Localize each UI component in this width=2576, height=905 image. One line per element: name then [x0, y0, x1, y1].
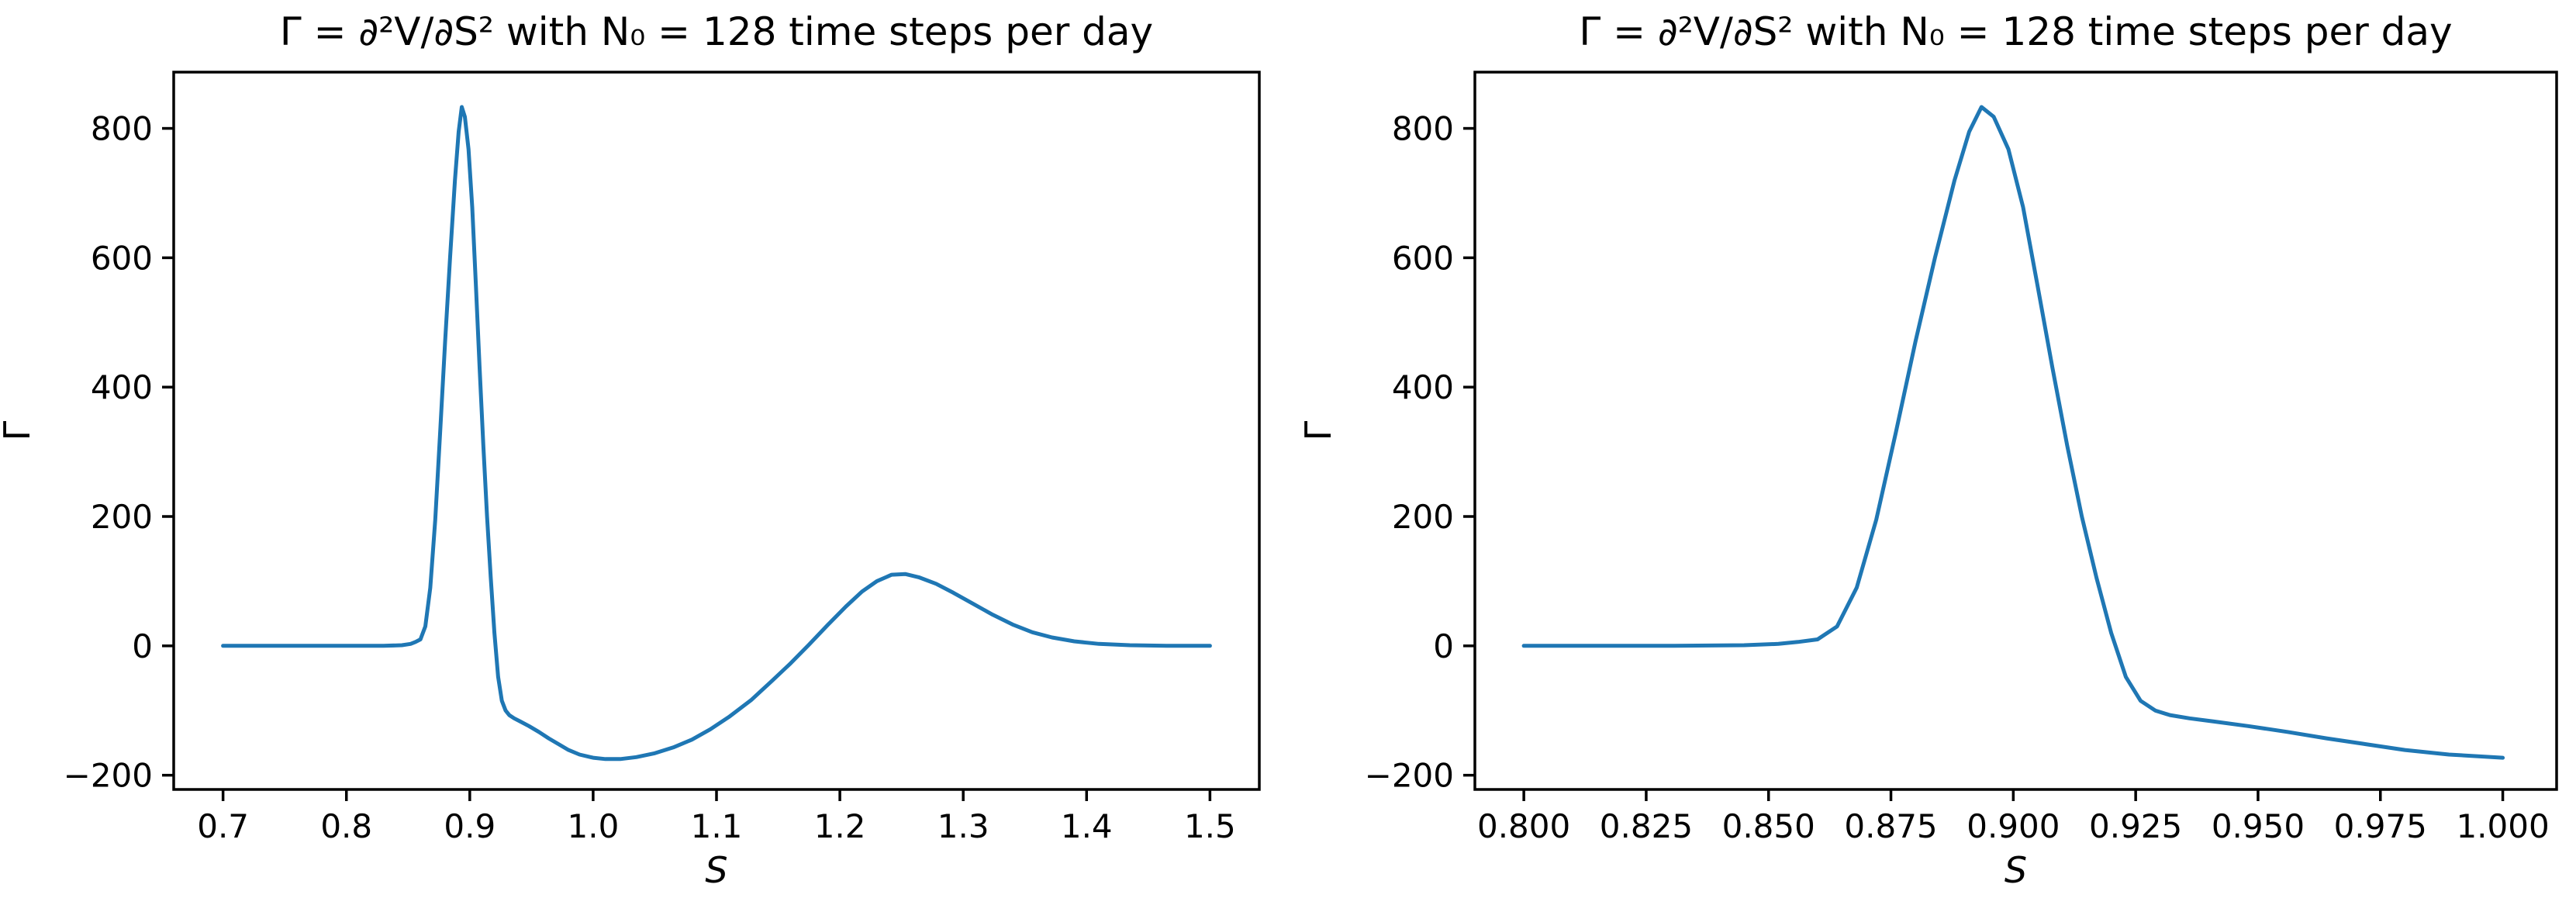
axes-frame	[1473, 71, 2558, 791]
x-tick-label: 1.000	[2456, 807, 2549, 845]
y-tick-label: 200	[1392, 498, 1454, 536]
x-tick-label: 1.1	[691, 807, 743, 845]
y-tick-label: 200	[91, 498, 153, 536]
chart-title: Γ = ∂²V/∂S² with N₀ = 128 time steps per…	[280, 9, 1153, 54]
x-tick-label: 0.8	[320, 807, 372, 845]
y-tick-label: 0	[1433, 627, 1454, 665]
y-tick-label: 800	[91, 110, 153, 148]
y-tick-label: −200	[1365, 757, 1454, 795]
axes-frame	[172, 71, 1261, 791]
x-tick-label: 1.5	[1184, 807, 1236, 845]
y-tick-label: 400	[1392, 368, 1454, 406]
x-tick-label: 0.9	[444, 807, 496, 845]
chart-title: Γ = ∂²V/∂S² with N₀ = 128 time steps per…	[1579, 9, 2452, 54]
x-tick-label: 1.3	[938, 807, 989, 845]
x-tick-label: 0.875	[1844, 807, 1937, 845]
y-tick-label: 600	[1392, 239, 1454, 277]
right-subplot: 0.800 0.825 0.850 0.875 0.900 0.925 0.950 0.975…	[1297, 9, 2558, 891]
x-tick-label: 0.975	[2334, 807, 2427, 845]
x-tick-label: 1.4	[1061, 807, 1113, 845]
x-tick-label: 0.925	[2089, 807, 2182, 845]
y-axis-label: Γ	[0, 420, 38, 440]
gamma-curve	[221, 105, 1212, 762]
gamma-curve	[1521, 105, 2505, 760]
y-tick-label: 800	[1392, 110, 1454, 148]
x-tick-label: 0.825	[1600, 807, 1693, 845]
x-tick-label: 0.850	[1722, 807, 1815, 845]
x-tick-label: 0.800	[1477, 807, 1570, 845]
left-subplot: 0.7 0.8 0.9 1.0 1.1 1.2 1.3 1.4 1.5 −200 0 200 400 60…	[0, 9, 1261, 891]
y-tick-label: 400	[91, 368, 153, 406]
y-tick-label: 0	[132, 627, 153, 665]
y-axis-label: Γ	[1297, 420, 1339, 440]
x-tick-label: 0.900	[1967, 807, 2060, 845]
y-tick-label: −200	[64, 757, 153, 795]
x-axis-label: S	[2005, 849, 2027, 891]
x-tick-label: 0.7	[197, 807, 249, 845]
y-tick-label: 600	[91, 239, 153, 277]
x-tick-label: 0.950	[2212, 807, 2305, 845]
x-tick-label: 1.0	[568, 807, 620, 845]
x-tick-label: 1.2	[814, 807, 866, 845]
x-axis-label: S	[705, 849, 727, 891]
